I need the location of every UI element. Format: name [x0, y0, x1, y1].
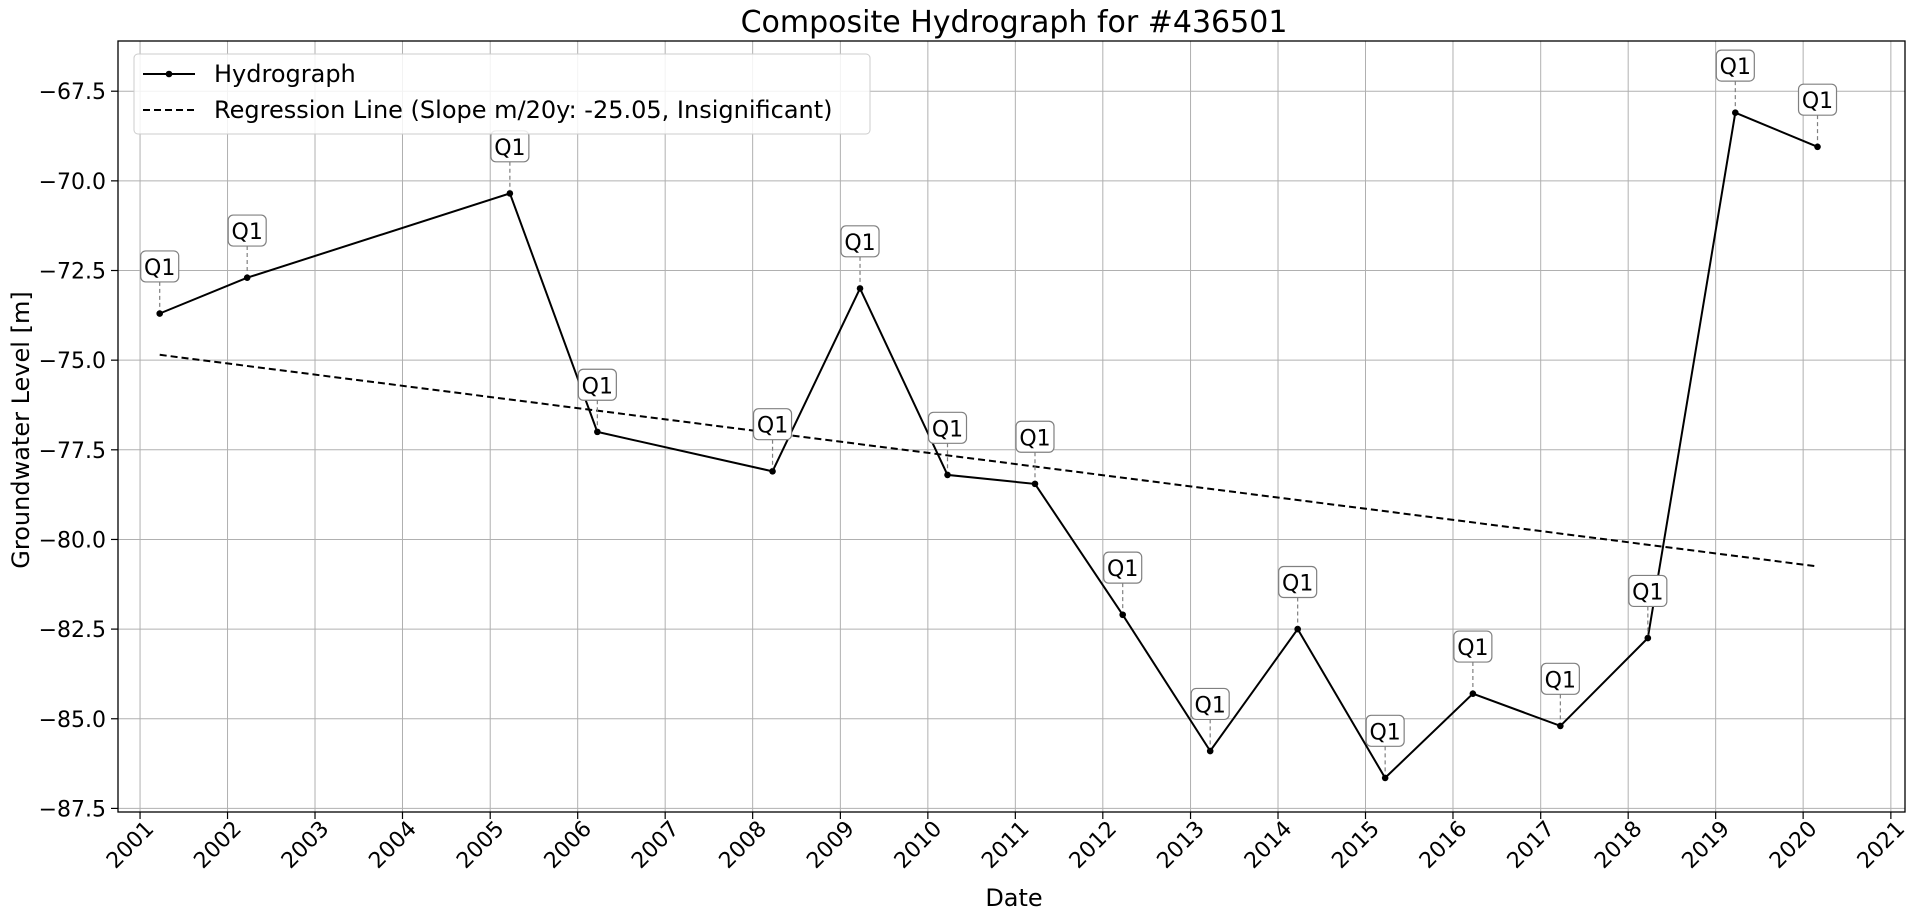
annotation-label: Q1 [1802, 89, 1833, 114]
annotation-label: Q1 [844, 231, 875, 256]
y-axis-label: Groundwater Level [m] [7, 291, 35, 568]
annotation-label: Q1 [1545, 668, 1576, 693]
annotation-box [1278, 565, 1318, 599]
annotation-label: Q1 [494, 136, 525, 161]
chart-title: Composite Hydrograph for #436501 [741, 5, 1288, 40]
hydrograph-point [1031, 480, 1039, 488]
annotation-box [1365, 714, 1405, 747]
hydrograph-point [1469, 690, 1477, 697]
hydrograph-point [1294, 625, 1301, 633]
y-axis-ticks: −67.5 −70.0 −72.5 −75.0 −77.5 −80.0 −82.5 −85.0… [39, 80, 118, 822]
annotation-box [1628, 574, 1668, 608]
annotation-box [1715, 49, 1755, 82]
plot-area-frame [117, 40, 1906, 813]
hydrograph-point [1206, 747, 1214, 755]
annotation-label: Q1 [1720, 55, 1751, 80]
hydrograph-point [156, 310, 164, 317]
y-tick-label: −67.5 [39, 80, 106, 105]
annotation-label: Q1 [1632, 580, 1663, 605]
annotation-label: Q1 [1019, 426, 1050, 451]
hydrograph-point [1814, 143, 1821, 151]
annotation-box [1797, 83, 1838, 116]
annotation-box [1015, 420, 1055, 453]
x-axis-label: Date [985, 884, 1042, 912]
hydrograph-point [769, 468, 776, 475]
annotation-box [1540, 662, 1580, 695]
annotation-label: Q1 [144, 256, 175, 281]
annotation-label: Q1 [582, 374, 613, 399]
annotation-box [1453, 630, 1493, 663]
annotation-label: Q1 [1369, 720, 1400, 745]
legend-hydrograph-marker [165, 70, 173, 78]
annotation-box [752, 408, 793, 441]
annotations: Q1 Q1 Q1 Q1 Q1 Q1 Q1 Q1 Q1 Q1 Q1 Q1 Q1 Q1 Q1 Q1 Q1 [140, 49, 1838, 775]
hydrograph-point [594, 428, 601, 436]
hydrograph-point [1119, 611, 1127, 619]
hydrograph-point [944, 471, 951, 479]
y-tick-label: −82.5 [39, 618, 106, 643]
legend-hydrograph-label: Hydrograph [214, 60, 356, 88]
hydrograph-point [1381, 774, 1389, 782]
annotation-box [927, 411, 968, 444]
regression-line [159, 353, 1818, 568]
y-tick-label: −75.0 [39, 349, 106, 374]
grid [118, 41, 1905, 812]
legend-box [133, 53, 871, 135]
hydrograph-point [856, 285, 864, 292]
annotation-box [1103, 551, 1143, 584]
annotation-box [840, 225, 880, 258]
annotation-label: Q1 [1282, 571, 1313, 596]
regression-series [159, 353, 1818, 568]
hydrograph-point [1732, 109, 1739, 117]
annotation-label: Q1 [757, 414, 788, 439]
legend-regression-label: Regression Line (Slope m/20y: -25.05, In… [214, 96, 833, 124]
annotation-box [227, 214, 267, 247]
y-tick-label: −77.5 [39, 439, 106, 464]
y-tick-label: −80.0 [39, 528, 106, 553]
annotation-box [577, 368, 617, 401]
hydrograph-point [1557, 722, 1564, 730]
y-tick-label: −85.0 [39, 708, 106, 733]
hydrograph-point [506, 190, 514, 197]
annotation-box [140, 250, 180, 283]
hydrograph-point [1644, 634, 1652, 642]
y-tick-label: −87.5 [39, 797, 106, 822]
annotation-label: Q1 [1195, 693, 1226, 718]
y-tick-label: −72.5 [39, 260, 106, 285]
annotation-label: Q1 [932, 417, 963, 442]
annotation-box [1190, 687, 1230, 721]
hydrograph-point [243, 274, 251, 281]
legend: Hydrograph Regression Line (Slope m/20y:… [133, 53, 871, 135]
annotation-label: Q1 [1457, 636, 1488, 661]
hydrograph-series [156, 109, 1821, 782]
annotation-label: Q1 [232, 220, 263, 245]
y-tick-label: −70.0 [39, 170, 106, 195]
annotation-label: Q1 [1107, 557, 1138, 582]
